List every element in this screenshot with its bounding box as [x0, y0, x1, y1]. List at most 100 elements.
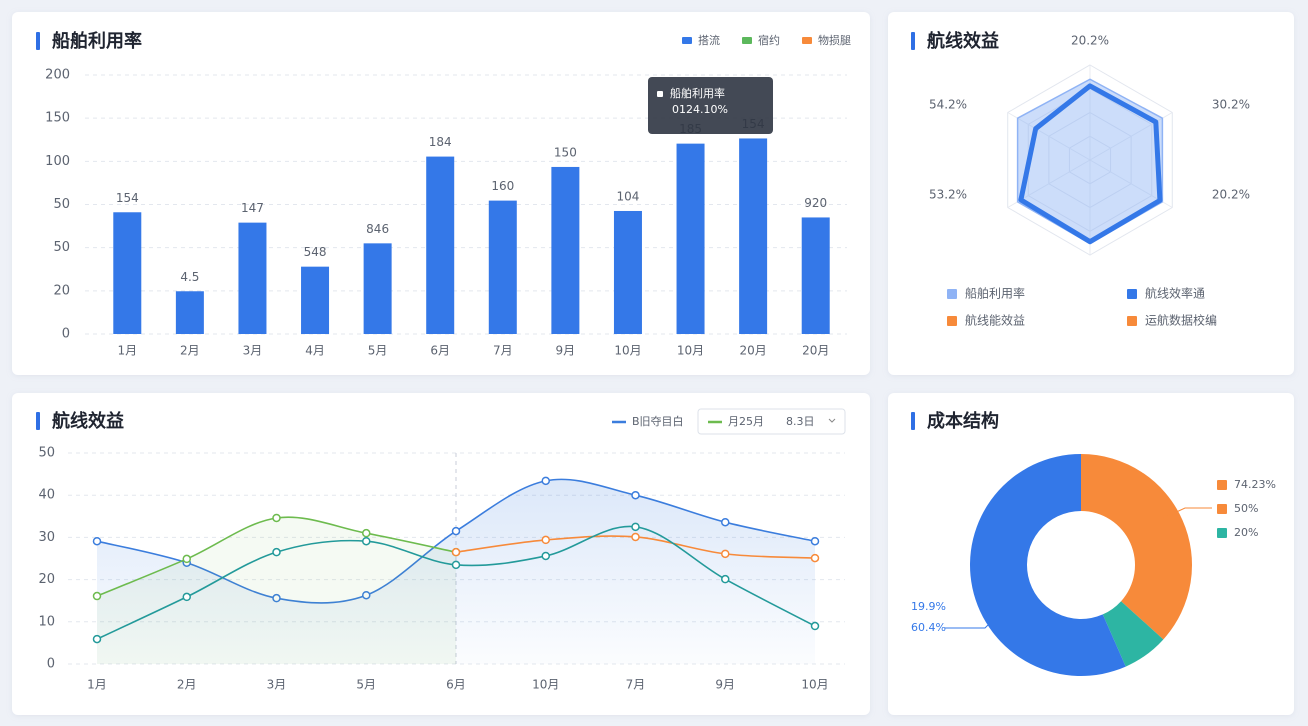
- point: [541, 535, 550, 545]
- legend-swatch: [1127, 289, 1137, 299]
- legend-label: 20%: [1234, 526, 1258, 539]
- x-tick-label: 3月: [267, 678, 287, 692]
- point: [362, 536, 371, 546]
- y-tick-label: 20: [38, 572, 55, 587]
- legend-swatch: [1217, 480, 1227, 490]
- x-tick-label: 7月: [626, 678, 646, 692]
- legend-label: 物损腿: [818, 33, 851, 47]
- area: [97, 517, 456, 664]
- x-tick-label: 1月: [87, 678, 107, 692]
- radar-axis-label: 20.2%: [1212, 188, 1250, 202]
- legend-label: 航线能效益: [965, 313, 1025, 328]
- y-tick-label: 150: [45, 111, 70, 126]
- point: [721, 549, 730, 559]
- legend-swatch: [1217, 528, 1227, 538]
- bar: [676, 143, 705, 334]
- dropdown[interactable]: [697, 408, 846, 435]
- point: [541, 551, 550, 561]
- legend-swatch: [947, 289, 957, 299]
- bar: [113, 212, 142, 334]
- point: [721, 574, 730, 584]
- legend-swatch: [1127, 316, 1137, 326]
- point: [541, 476, 550, 486]
- y-tick-label: 40: [38, 488, 55, 503]
- point: [810, 536, 820, 546]
- bar: [551, 166, 580, 334]
- annotation: 19.9%: [911, 600, 946, 613]
- tooltip-dot: [657, 91, 663, 97]
- y-tick-label: 20: [53, 283, 70, 298]
- x-tick-label: 9月: [556, 344, 576, 358]
- bar: [426, 156, 455, 334]
- point: [631, 490, 640, 500]
- radar-axis: [1007, 112, 1091, 161]
- data-label: 104: [617, 189, 640, 203]
- x-tick-label: 5月: [368, 344, 388, 358]
- point: [362, 590, 371, 600]
- slice: [970, 454, 1126, 676]
- legend-label: B旧夺目白: [632, 414, 684, 428]
- point: [810, 621, 820, 631]
- point: [631, 532, 640, 542]
- point: [92, 536, 102, 546]
- title-accent: [36, 412, 40, 430]
- x-tick-label: 10月: [677, 344, 704, 358]
- dropdown-chevron[interactable]: [828, 418, 836, 423]
- chart-title: 成本结构: [927, 410, 999, 432]
- x-tick-label: 9月: [715, 678, 735, 692]
- data-label: 154: [116, 191, 139, 205]
- point: [721, 517, 730, 527]
- tooltip: [648, 77, 773, 134]
- point: [182, 554, 191, 564]
- radar-axis: [1089, 112, 1173, 161]
- legend-swatch: [682, 37, 692, 44]
- x-tick-label: 20月: [739, 344, 766, 358]
- legend-label: 月25月: [728, 415, 764, 428]
- radar-axis-label: 53.2%: [929, 188, 967, 202]
- point: [631, 522, 640, 532]
- data-label: 548: [304, 245, 327, 259]
- radar-axis-label: 30.2%: [1212, 98, 1250, 112]
- bar: [488, 200, 517, 334]
- x-tick-label: 3月: [243, 344, 263, 358]
- data-label: 150: [554, 145, 577, 159]
- bar: [238, 222, 267, 334]
- point: [182, 592, 191, 602]
- y-tick-label: 200: [45, 68, 70, 83]
- legend-label: 航线效率通: [1145, 286, 1205, 301]
- x-tick-label: 5月: [356, 678, 376, 692]
- title-accent: [911, 32, 915, 50]
- x-tick-label: 4月: [305, 344, 325, 358]
- y-tick-label: 10: [38, 614, 55, 629]
- dropdown-value: 8.3日: [786, 415, 815, 428]
- data-label: 160: [491, 179, 514, 193]
- y-tick-label: 50: [38, 446, 55, 461]
- card: [888, 12, 1294, 375]
- legend-swatch: [742, 37, 752, 44]
- x-tick-label: 10月: [532, 678, 559, 692]
- data-label: 184: [429, 135, 452, 149]
- point: [362, 528, 371, 538]
- bar: [613, 210, 642, 334]
- slice: [1102, 601, 1164, 667]
- point: [451, 560, 461, 570]
- x-tick-label: 10月: [801, 678, 828, 692]
- card: [888, 393, 1294, 715]
- x-tick-label: 6月: [446, 678, 466, 692]
- leader-line: [945, 617, 996, 629]
- radar-area: [1018, 83, 1163, 245]
- y-tick-label: 50: [53, 240, 70, 255]
- point: [272, 593, 281, 603]
- legend-swatch: [1217, 504, 1227, 514]
- point: [810, 553, 820, 563]
- legend-label: 运航数据校编: [1145, 313, 1217, 328]
- x-tick-label: 20月: [802, 344, 829, 358]
- y-tick-label: 0: [47, 657, 55, 672]
- legend-label: 50%: [1234, 502, 1258, 515]
- x-tick-label: 2月: [180, 344, 200, 358]
- point: [451, 526, 461, 536]
- legend-label: 宿约: [758, 33, 780, 47]
- legend-swatch: [802, 37, 812, 44]
- title-accent: [36, 32, 40, 50]
